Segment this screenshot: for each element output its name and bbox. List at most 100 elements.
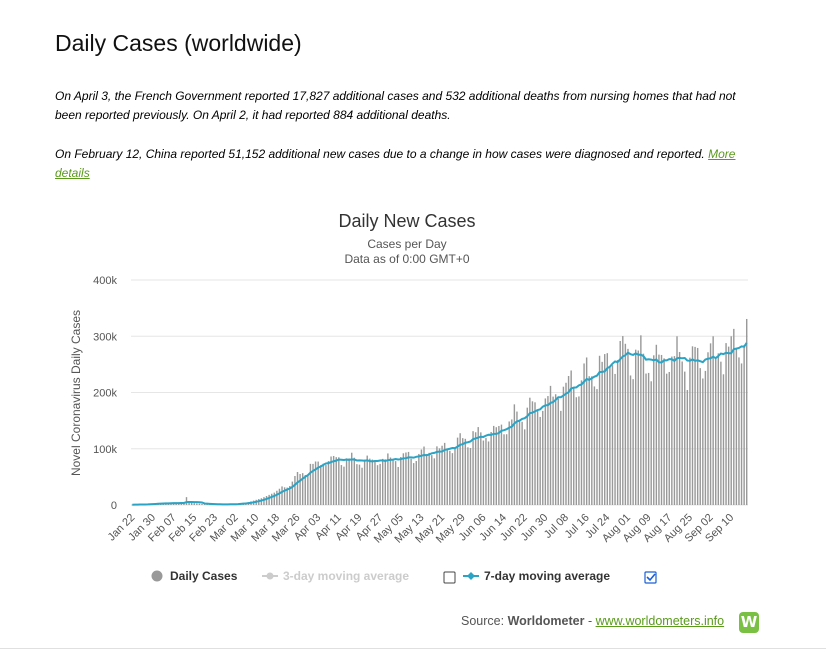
daily-cases-bar[interactable]: [647, 372, 650, 505]
daily-cases-bar[interactable]: [428, 452, 430, 505]
daily-cases-bar[interactable]: [493, 425, 495, 505]
daily-cases-bar[interactable]: [276, 490, 278, 505]
daily-cases-bar[interactable]: [278, 488, 281, 505]
daily-cases-bar[interactable]: [658, 354, 660, 505]
daily-cases-bar[interactable]: [446, 448, 448, 505]
daily-cases-bar[interactable]: [580, 380, 583, 505]
daily-cases-bar[interactable]: [353, 457, 356, 505]
daily-cases-bar[interactable]: [366, 455, 368, 505]
daily-cases-bar[interactable]: [601, 361, 603, 505]
daily-cases-bar[interactable]: [379, 463, 381, 505]
daily-cases-bar[interactable]: [562, 386, 565, 505]
daily-cases-bar[interactable]: [715, 357, 717, 505]
daily-cases-bar[interactable]: [503, 434, 505, 505]
daily-cases-bar[interactable]: [314, 461, 317, 505]
daily-cases-bar[interactable]: [544, 398, 547, 505]
daily-cases-bar[interactable]: [338, 457, 340, 505]
daily-cases-bar[interactable]: [619, 340, 621, 505]
daily-cases-bar[interactable]: [270, 493, 273, 505]
daily-cases-bar[interactable]: [704, 370, 707, 505]
daily-cases-bar[interactable]: [616, 360, 619, 505]
daily-cases-bar[interactable]: [536, 410, 539, 505]
daily-cases-bar[interactable]: [738, 357, 740, 505]
daily-cases-bar[interactable]: [526, 407, 528, 505]
daily-cases-bar[interactable]: [604, 354, 606, 505]
daily-cases-bar[interactable]: [335, 457, 337, 505]
daily-cases-bar[interactable]: [418, 453, 420, 505]
daily-cases-bar[interactable]: [498, 425, 500, 505]
daily-cases-bar[interactable]: [322, 463, 325, 505]
daily-cases-bar[interactable]: [203, 504, 206, 505]
daily-cases-bar[interactable]: [402, 453, 405, 505]
daily-cases-bar[interactable]: [627, 348, 629, 505]
daily-cases-bar[interactable]: [410, 458, 412, 505]
daily-cases-bar[interactable]: [198, 503, 201, 505]
daily-cases-bar[interactable]: [348, 458, 350, 505]
daily-cases-bar[interactable]: [660, 354, 663, 505]
daily-cases-bar[interactable]: [668, 371, 670, 505]
daily-cases-bar[interactable]: [552, 396, 554, 505]
daily-cases-bar[interactable]: [637, 350, 639, 505]
daily-cases-bar[interactable]: [387, 453, 389, 505]
daily-cases-bar[interactable]: [653, 355, 655, 505]
daily-cases-bar[interactable]: [665, 373, 668, 505]
daily-cases-bar[interactable]: [451, 453, 454, 505]
daily-cases-bar[interactable]: [351, 452, 353, 505]
more-details-link[interactable]: More details: [55, 147, 736, 180]
legend-item-7day[interactable]: 7-day moving average: [463, 569, 610, 583]
daily-cases-bar[interactable]: [356, 464, 358, 505]
daily-cases-bar[interactable]: [720, 361, 722, 505]
daily-cases-bar[interactable]: [740, 363, 743, 505]
daily-cases-bar[interactable]: [534, 402, 536, 505]
daily-cases-bar[interactable]: [477, 427, 479, 505]
daily-cases-bar[interactable]: [456, 437, 459, 505]
daily-cases-bar[interactable]: [746, 318, 748, 505]
daily-cases-bar[interactable]: [193, 503, 195, 505]
checkbox-7day[interactable]: [644, 571, 657, 584]
daily-cases-bar[interactable]: [400, 457, 402, 505]
daily-cases-bar[interactable]: [684, 371, 686, 505]
daily-cases-bar[interactable]: [340, 465, 343, 505]
daily-cases-bar[interactable]: [317, 461, 319, 505]
daily-cases-bar[interactable]: [511, 419, 513, 505]
daily-cases-bar[interactable]: [735, 349, 738, 505]
daily-cases-bar[interactable]: [521, 421, 523, 505]
daily-cases-bar[interactable]: [464, 438, 467, 505]
daily-cases-bar[interactable]: [382, 458, 384, 505]
daily-cases-bar[interactable]: [622, 336, 624, 505]
daily-cases-bar[interactable]: [301, 473, 304, 505]
daily-cases-bar[interactable]: [374, 461, 376, 505]
daily-cases-bar[interactable]: [330, 456, 332, 505]
daily-cases-bar[interactable]: [394, 461, 397, 505]
daily-cases-bar[interactable]: [681, 361, 683, 505]
daily-cases-bar[interactable]: [291, 481, 294, 505]
daily-cases-bar[interactable]: [265, 496, 268, 505]
daily-cases-bar[interactable]: [474, 432, 477, 505]
daily-cases-bar[interactable]: [531, 401, 534, 505]
daily-cases-bar[interactable]: [689, 357, 691, 505]
daily-cases-bar[interactable]: [392, 458, 394, 505]
daily-cases-bar[interactable]: [712, 336, 714, 505]
daily-cases-bar[interactable]: [585, 357, 588, 505]
daily-cases-bar[interactable]: [694, 346, 696, 505]
daily-cases-bar[interactable]: [487, 441, 490, 505]
daily-cases-bar[interactable]: [505, 434, 508, 505]
daily-cases-bar[interactable]: [480, 432, 482, 505]
daily-cases-bar[interactable]: [593, 386, 596, 505]
daily-cases-bar[interactable]: [433, 458, 436, 505]
daily-cases-bar[interactable]: [663, 358, 665, 505]
daily-cases-bar[interactable]: [312, 463, 314, 505]
daily-cases-bar[interactable]: [425, 454, 428, 505]
daily-cases-bar[interactable]: [371, 459, 374, 505]
daily-cases-bar[interactable]: [443, 442, 446, 505]
daily-cases-bar[interactable]: [454, 447, 456, 505]
daily-cases-bar[interactable]: [304, 475, 306, 505]
daily-cases-bar[interactable]: [495, 427, 498, 505]
daily-cases-bar[interactable]: [676, 336, 678, 505]
daily-cases-bar[interactable]: [565, 382, 567, 505]
daily-cases-bar[interactable]: [188, 502, 190, 505]
worldometer-logo-icon[interactable]: W: [739, 612, 759, 633]
daily-cases-bar[interactable]: [482, 440, 485, 505]
daily-cases-bar[interactable]: [529, 397, 531, 505]
daily-cases-bar[interactable]: [376, 465, 379, 505]
